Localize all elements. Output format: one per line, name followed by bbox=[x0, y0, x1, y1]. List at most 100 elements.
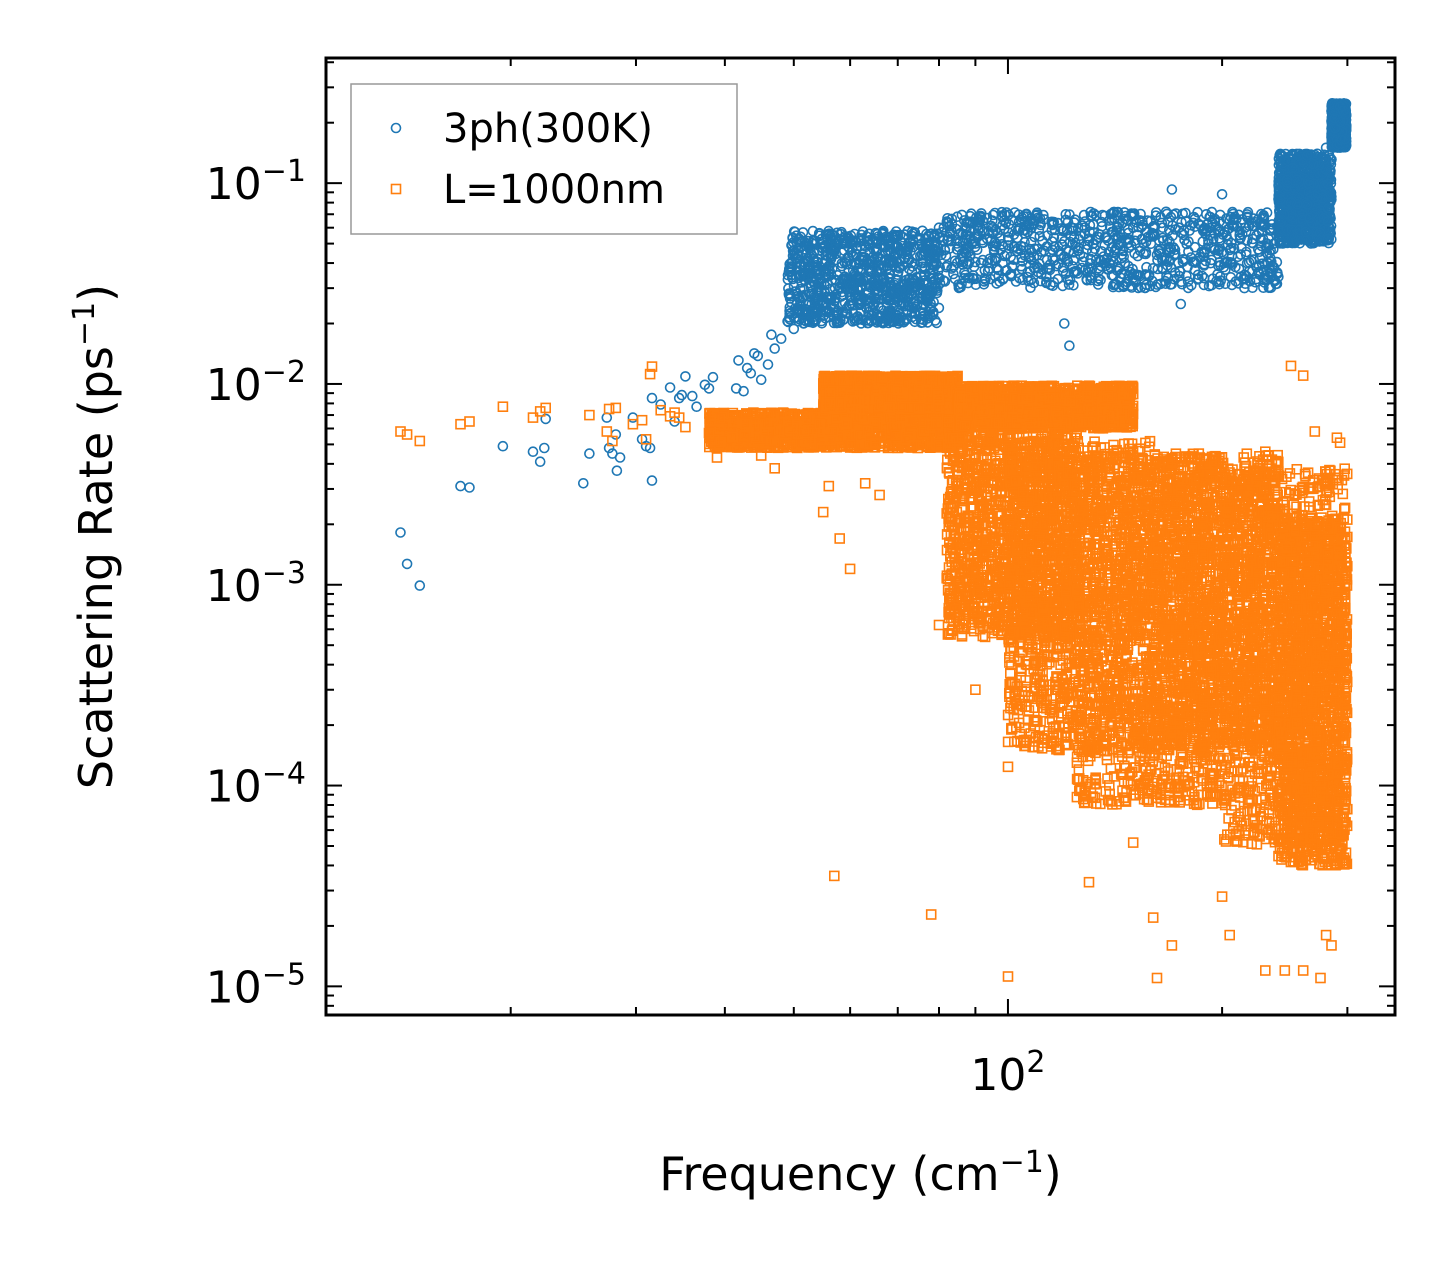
point-3ph bbox=[849, 235, 861, 247]
point-3ph bbox=[874, 302, 886, 314]
point-3ph bbox=[914, 277, 926, 288]
point-3ph bbox=[791, 248, 803, 259]
point-3ph bbox=[534, 456, 546, 468]
point-3ph bbox=[1175, 298, 1187, 310]
point-3ph bbox=[890, 230, 902, 241]
point-3ph bbox=[882, 263, 893, 274]
point-3ph bbox=[816, 242, 827, 253]
point-3ph bbox=[876, 228, 888, 240]
point-3ph bbox=[680, 371, 691, 382]
point-3ph bbox=[877, 281, 889, 293]
point-3ph bbox=[924, 268, 936, 279]
point-3ph bbox=[646, 392, 658, 404]
point-3ph bbox=[856, 235, 868, 247]
point-3ph bbox=[870, 293, 882, 305]
point-3ph bbox=[785, 290, 796, 302]
point-3ph bbox=[933, 247, 945, 259]
point-3ph bbox=[464, 482, 475, 493]
point-3ph bbox=[792, 253, 803, 265]
point-3ph bbox=[762, 359, 774, 370]
point-3ph bbox=[707, 371, 719, 383]
point-3ph bbox=[802, 261, 814, 273]
point-3ph bbox=[854, 290, 865, 302]
point-3ph bbox=[793, 303, 804, 315]
point-3ph bbox=[884, 273, 895, 285]
point-3ph bbox=[902, 305, 914, 316]
point-3ph bbox=[789, 226, 801, 238]
point-3ph bbox=[898, 316, 910, 328]
point-3ph bbox=[876, 316, 887, 328]
point-3ph bbox=[894, 261, 906, 273]
point-3ph bbox=[855, 264, 866, 275]
point-3ph bbox=[948, 268, 959, 280]
point-3ph bbox=[1226, 279, 1238, 291]
point-3ph bbox=[401, 558, 413, 570]
point-3ph bbox=[806, 275, 818, 287]
point-3ph bbox=[664, 382, 676, 393]
point-3ph bbox=[853, 295, 865, 306]
series-3ph-points bbox=[395, 98, 1352, 591]
point-3ph bbox=[798, 270, 810, 282]
point-3ph bbox=[927, 308, 939, 320]
point-3ph bbox=[601, 412, 613, 423]
point-3ph bbox=[792, 290, 804, 302]
point-3ph bbox=[909, 275, 921, 286]
point-3ph bbox=[849, 228, 861, 240]
point-3ph bbox=[1060, 209, 1072, 220]
point-3ph bbox=[839, 231, 851, 242]
point-3ph bbox=[894, 298, 906, 310]
point-3ph bbox=[818, 258, 830, 270]
point-3ph bbox=[892, 266, 904, 278]
point-3ph bbox=[841, 256, 853, 267]
point-3ph bbox=[828, 300, 840, 312]
point-3ph bbox=[784, 314, 796, 325]
point-3ph bbox=[655, 399, 667, 410]
point-3ph bbox=[880, 255, 892, 267]
point-3ph bbox=[902, 244, 914, 255]
point-3ph bbox=[891, 314, 903, 326]
point-3ph bbox=[788, 244, 800, 256]
point-3ph bbox=[931, 317, 943, 329]
point-3ph bbox=[414, 580, 426, 591]
point-3ph bbox=[921, 289, 933, 301]
point-3ph bbox=[805, 281, 817, 293]
point-3ph bbox=[864, 234, 876, 246]
point-3ph bbox=[897, 232, 909, 243]
point-3ph bbox=[810, 315, 822, 326]
point-3ph bbox=[755, 374, 767, 386]
point-3ph bbox=[395, 527, 406, 538]
point-3ph bbox=[785, 261, 797, 272]
point-3ph bbox=[1189, 241, 1201, 253]
point-3ph bbox=[804, 245, 816, 256]
point-3ph bbox=[584, 448, 595, 459]
point-3ph bbox=[1063, 279, 1075, 290]
point-3ph bbox=[837, 314, 849, 326]
point-3ph bbox=[828, 246, 839, 257]
point-3ph bbox=[627, 412, 639, 423]
point-3ph bbox=[1166, 184, 1178, 195]
point-3ph bbox=[925, 311, 936, 322]
point-3ph bbox=[577, 477, 589, 489]
point-3ph bbox=[848, 307, 859, 319]
point-3ph bbox=[793, 272, 805, 284]
point-3ph bbox=[867, 304, 879, 316]
point-3ph bbox=[891, 242, 902, 253]
point-3ph bbox=[900, 246, 911, 258]
point-3ph bbox=[847, 265, 859, 276]
point-3ph bbox=[855, 306, 867, 317]
point-3ph bbox=[686, 390, 698, 402]
point-3ph bbox=[893, 315, 905, 327]
point-3ph bbox=[856, 251, 867, 263]
point-3ph bbox=[871, 279, 882, 291]
point-3ph bbox=[906, 257, 918, 269]
point-3ph bbox=[610, 429, 622, 440]
point-3ph bbox=[794, 270, 806, 282]
point-3ph bbox=[788, 323, 800, 335]
point-3ph bbox=[823, 260, 834, 272]
point-3ph bbox=[497, 440, 509, 452]
point-3ph bbox=[1182, 276, 1194, 287]
point-3ph bbox=[783, 263, 795, 275]
point-3ph bbox=[802, 238, 814, 249]
point-3ph bbox=[918, 299, 930, 311]
